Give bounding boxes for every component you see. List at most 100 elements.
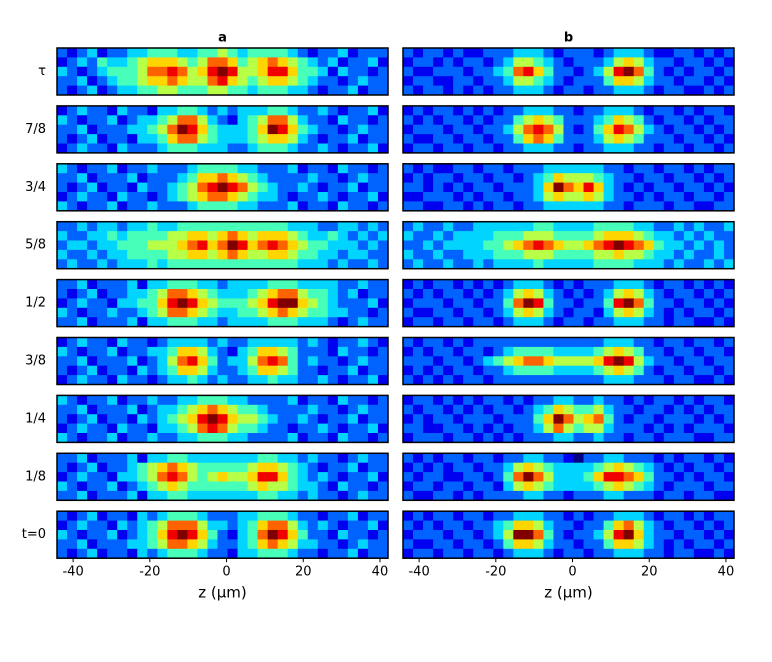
heatmap-cell <box>357 231 369 241</box>
heatmap-cell <box>543 481 554 492</box>
heatmap-cell <box>493 530 504 540</box>
heatmap-cell <box>307 404 319 415</box>
heatmap-cell <box>187 259 198 270</box>
heatmap-cell <box>433 249 444 260</box>
heatmap-cell <box>287 307 299 318</box>
heatmap-cell <box>683 462 695 473</box>
heatmap-cell <box>533 76 544 86</box>
heatmap-cell <box>367 124 379 135</box>
heatmap-cell <box>277 337 289 348</box>
heatmap-cell <box>227 317 238 327</box>
heatmap-cell <box>513 221 524 232</box>
heatmap-cell <box>177 240 188 251</box>
heatmap-cell <box>603 124 615 135</box>
heatmap-cell <box>137 221 148 232</box>
heatmap-cell <box>633 365 645 376</box>
heatmap-cell <box>347 481 359 492</box>
heatmap-cell <box>513 511 524 521</box>
heatmap-cell <box>493 472 504 482</box>
heatmap-cell <box>327 395 339 406</box>
heatmap-cell <box>493 346 504 357</box>
heatmap-cell <box>633 414 645 424</box>
heatmap-cell <box>593 337 605 348</box>
heatmap-cell <box>237 48 248 58</box>
heatmap-cell <box>663 317 675 327</box>
heatmap-cell <box>503 453 514 464</box>
heatmap-cell <box>443 453 454 464</box>
heatmap-cell <box>583 57 594 68</box>
heatmap-cell <box>217 115 228 126</box>
heatmap-cell <box>147 298 158 309</box>
heatmap-cell <box>337 346 349 357</box>
heatmap-panel <box>403 163 735 212</box>
heatmap-cell <box>493 520 504 531</box>
heatmap-cell <box>87 520 98 531</box>
heatmap-cell <box>703 192 715 202</box>
heatmap-cell <box>463 395 474 406</box>
heatmap-cell <box>663 539 675 550</box>
heatmap-cell <box>703 240 715 251</box>
heatmap-cell <box>207 289 218 299</box>
heatmap-cell <box>257 259 269 270</box>
panel-title: b <box>564 31 573 46</box>
heatmap-cell <box>703 124 715 135</box>
heatmap-cell <box>97 375 108 385</box>
heatmap-cell <box>317 240 329 251</box>
heatmap-cell <box>107 240 118 251</box>
heatmap-cell <box>583 289 594 299</box>
heatmap-cell <box>493 317 504 327</box>
heatmap-cell <box>413 221 424 232</box>
heatmap-cell <box>533 375 544 385</box>
heatmap-cell <box>463 365 474 376</box>
heatmap-cell <box>473 375 484 385</box>
heatmap-cell <box>217 453 228 464</box>
heatmap-cell <box>403 472 414 482</box>
heatmap-cell <box>603 279 615 290</box>
heatmap-cell <box>377 395 389 406</box>
heatmap-cell <box>563 404 574 415</box>
heatmap-cell <box>403 423 414 434</box>
heatmap-cell <box>177 76 188 86</box>
heatmap-cell <box>117 57 128 68</box>
heatmap-cell <box>533 240 544 251</box>
heatmap-cell <box>533 433 544 443</box>
heatmap-cell <box>533 249 544 260</box>
heatmap-cell <box>583 124 594 135</box>
heatmap-cell <box>663 346 675 357</box>
heatmap-cell <box>287 481 299 492</box>
heatmap-cell <box>367 307 379 318</box>
heatmap-cell <box>693 548 705 559</box>
heatmap-cell <box>167 221 178 232</box>
heatmap-cell <box>713 240 725 251</box>
heatmap-cell <box>433 76 444 86</box>
heatmap-cell <box>473 76 484 86</box>
heatmap-cell <box>127 395 138 406</box>
heatmap-cell <box>327 143 339 154</box>
heatmap-cell <box>77 105 88 116</box>
heatmap-cell <box>723 472 735 482</box>
heatmap-cell <box>237 317 248 327</box>
heatmap-cell <box>423 85 434 96</box>
heatmap-cell <box>287 76 299 86</box>
heatmap-cell <box>227 124 238 135</box>
heatmap-cell <box>207 317 218 327</box>
heatmap-cell <box>593 173 605 183</box>
heatmap-cell <box>443 307 454 318</box>
heatmap-cell <box>277 48 289 58</box>
x-tick-label: -40 <box>62 565 83 580</box>
heatmap-cell <box>117 48 128 58</box>
heatmap-cell <box>257 356 269 367</box>
heatmap-cell <box>403 404 414 415</box>
heatmap-cell <box>107 249 118 260</box>
heatmap-cell <box>367 105 379 116</box>
heatmap-cell <box>177 143 188 154</box>
heatmap-cell <box>523 365 534 376</box>
heatmap-cell <box>77 481 88 492</box>
heatmap-cell <box>147 453 158 464</box>
heatmap-cell <box>713 365 725 376</box>
heatmap-cell <box>593 66 605 77</box>
heatmap-cell <box>307 66 319 77</box>
heatmap-cell <box>367 520 379 531</box>
heatmap-cell <box>237 365 248 376</box>
heatmap-cell <box>693 365 705 376</box>
